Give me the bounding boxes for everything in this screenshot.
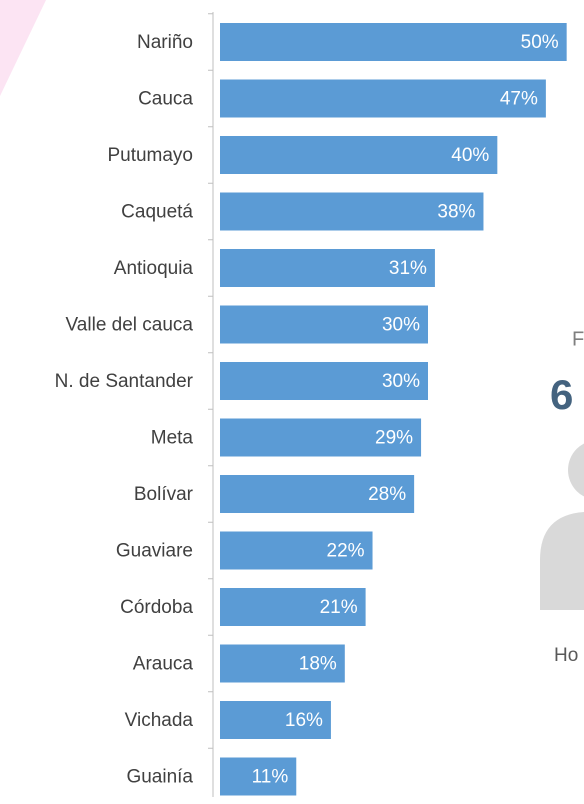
person-icon [540,443,584,610]
data-label: 38% [437,202,475,223]
bar [220,192,484,231]
data-label: 16% [285,710,323,731]
y-tick-label: Meta [151,428,194,449]
data-label: 29% [375,428,413,449]
y-tick-label: Arauca [133,654,194,675]
data-label: 47% [500,89,538,110]
data-label: 40% [451,145,489,166]
y-tick-label: Vichada [125,710,194,731]
bar [220,249,435,287]
bar [220,418,422,457]
bar [220,23,567,61]
y-tick-label: Nariño [137,32,193,53]
annotation: 6 [550,371,573,418]
data-label: 22% [327,541,365,562]
data-label: 28% [368,484,406,505]
data-label: 18% [299,654,337,675]
bar [220,588,366,626]
annotation: Ho [554,645,578,666]
y-tick-label: Bolívar [134,484,194,505]
y-tick-label: Caquetá [121,202,193,223]
bar [220,305,428,344]
data-label: 50% [521,32,559,53]
annotation: F [572,328,584,350]
data-label: 21% [320,597,358,618]
decor-triangle [0,0,46,96]
y-tick-label: Guainía [126,767,193,788]
y-tick-label: Valle del cauca [66,315,194,336]
y-tick-label: N. de Santander [55,371,194,392]
bar [220,531,373,570]
y-tick-label: Antioquia [114,258,194,279]
data-label: 30% [382,371,420,392]
bar [220,475,415,513]
bar [220,757,297,796]
y-tick-label: Guaviare [116,541,193,562]
bar [220,701,331,739]
data-label: 11% [252,767,289,788]
data-label: 31% [389,258,427,279]
bar [220,362,428,400]
bar [220,644,345,683]
y-tick-label: Putumayo [107,145,193,166]
bar [220,79,546,118]
y-tick-label: Córdoba [120,597,193,618]
y-tick-label: Cauca [138,89,193,110]
data-label: 30% [382,315,420,336]
bar [220,136,498,174]
